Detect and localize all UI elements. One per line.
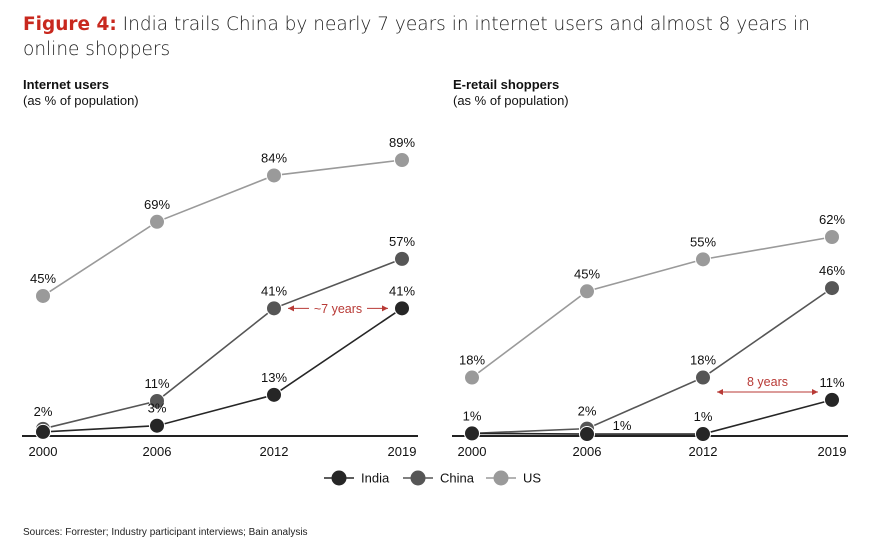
eretail-us-data-label: 62% [819,212,845,227]
internet-china-data-label: 11% [144,376,169,391]
internet-x-tick-label: 2000 [29,444,58,459]
internet-india-data-label: 41% [389,283,415,298]
internet-us-line [42,159,403,297]
source-note: Sources: Forrester; Industry participant… [23,527,308,538]
eretail-x-tick-label: 2019 [818,444,847,459]
left-chart-title: Internet users [23,77,109,92]
eretail-india-data-label: 1% [463,408,482,423]
right-chart-heading: E-retail shoppers (as % of population) [453,77,569,109]
right-chart-title: E-retail shoppers [453,77,560,92]
internet-india-line [42,307,403,433]
legend-us-marker [493,470,509,486]
internet-china-data-label: 2% [34,404,53,419]
eretail-arrowhead-right [812,389,818,395]
eretail-us-line [471,236,833,379]
eretail-china-data-label: 18% [690,353,716,368]
internet-us-data-label: 69% [144,197,170,212]
eretail-us-point [824,229,840,245]
internet-china-point [266,300,282,317]
internet-us-point [149,213,165,230]
eretail-x-tick-label: 2012 [689,444,718,459]
internet-arrowhead-left [288,305,294,312]
eretail-us-point [464,369,480,386]
eretail-annotation-label: 8 years [747,375,788,389]
internet-india-point [266,386,282,403]
internet-china-point [149,393,165,410]
internet-us-point [266,167,282,184]
internet-india-point [149,417,165,434]
eretail-india-data-label: 1% [613,418,632,433]
internet-india-point [394,300,410,317]
internet-china-point [394,250,410,267]
internet-us-data-label: 45% [30,271,56,286]
eretail-india-line [471,399,833,435]
internet-arrowhead-right [382,305,388,312]
eretail-us-point [695,251,711,268]
legend-india-marker [331,470,347,486]
legend-china-label: China [440,471,475,486]
internet-x-tick-label: 2019 [388,444,417,459]
figure-title-text: India trails China by nearly 7 years in … [23,14,810,60]
legend-india-label: India [361,471,390,486]
eretail-india-point [695,426,711,443]
eretail-india-point [824,391,840,408]
internet-china-data-label: 57% [389,234,415,249]
eretail-china-point [695,369,711,386]
eretail-x-tick-label: 2006 [573,444,602,459]
right-chart-subtitle: (as % of population) [453,93,569,108]
eretail-us-data-label: 18% [459,353,485,368]
internet-china-data-label: 41% [261,283,287,298]
eretail-india-data-label: 11% [819,375,844,390]
figure-title: Figure 4: India trails China by nearly 7… [23,12,843,62]
eretail-x-tick-label: 2000 [458,444,487,459]
eretail-china-line [471,287,833,435]
eretail-arrowhead-left [717,389,723,395]
legend-us-label: US [523,471,541,486]
eretail-china-data-label: 2% [578,404,597,419]
eretail-china-point [824,280,840,297]
internet-us-data-label: 84% [261,150,287,165]
eretail-india-point [579,426,595,443]
eretail-india-data-label: 1% [694,409,713,424]
left-chart-subtitle: (as % of population) [23,93,139,108]
internet-us-data-label: 89% [389,135,415,150]
eretail-us-point [579,283,595,300]
internet-us-point [394,152,410,168]
eretail-india-point [464,425,480,442]
figure-number: Figure 4: [23,14,117,35]
internet-india-point [35,423,51,440]
internet-india-data-label: 13% [261,370,287,385]
eretail-china-data-label: 46% [819,263,845,278]
internet-x-tick-label: 2006 [143,444,172,459]
internet-china-line [42,258,403,430]
internet-annotation-label: ~7 years [314,302,362,316]
internet-us-point [35,287,51,304]
eretail-us-data-label: 45% [574,266,600,281]
legend-china-marker [410,470,426,486]
left-chart-heading: Internet users (as % of population) [23,77,139,109]
internet-india-data-label: 3% [148,401,167,416]
eretail-us-data-label: 55% [690,234,716,249]
internet-x-tick-label: 2012 [260,444,289,459]
